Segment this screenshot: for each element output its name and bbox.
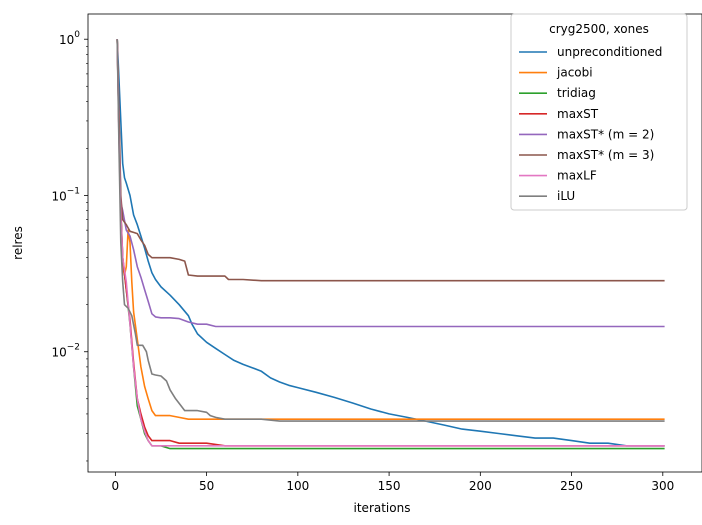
- legend-entry: iLU: [557, 189, 575, 203]
- y-axis: 100 10−1 10−2: [51, 30, 88, 462]
- x-tick-label: 50: [199, 479, 214, 493]
- y-tick-label: 10−1: [51, 186, 80, 203]
- x-tick-label: 0: [112, 479, 120, 493]
- series-line-0: [116, 39, 665, 447]
- y-axis-label: relres: [11, 226, 25, 260]
- series-layer: [116, 39, 665, 450]
- legend-entry: tridiag: [557, 86, 596, 100]
- legend-entry: unpreconditioned: [557, 45, 662, 59]
- legend: cryg2500, xones unpreconditioned jacobi tri…: [510, 13, 688, 211]
- x-tick-label: 250: [560, 479, 583, 493]
- plot-frame: [87, 13, 702, 473]
- legend-entry: maxST* (m = 2): [557, 127, 654, 141]
- x-axis: 0 50 100 150 200 250 300: [112, 472, 674, 493]
- x-tick-label: 150: [378, 479, 401, 493]
- series-line-4: [116, 39, 665, 328]
- series-line-7: [116, 39, 665, 422]
- y-tick-label: 10−2: [51, 343, 80, 360]
- y-tick-label: 100: [59, 30, 80, 47]
- legend-entry: maxLF: [557, 169, 597, 183]
- legend-entry: maxST* (m = 3): [557, 148, 654, 162]
- x-tick-label: 200: [469, 479, 492, 493]
- x-tick-label: 300: [651, 479, 674, 493]
- legend-entry: maxST: [557, 107, 599, 121]
- series-line-6: [116, 39, 665, 447]
- legend-entry: jacobi: [556, 66, 593, 80]
- legend-box: [510, 13, 688, 211]
- legend-title: cryg2500, xones: [549, 22, 649, 36]
- series-line-5: [116, 39, 665, 282]
- x-tick-label: 100: [286, 479, 309, 493]
- x-axis-label: iterations: [354, 501, 411, 515]
